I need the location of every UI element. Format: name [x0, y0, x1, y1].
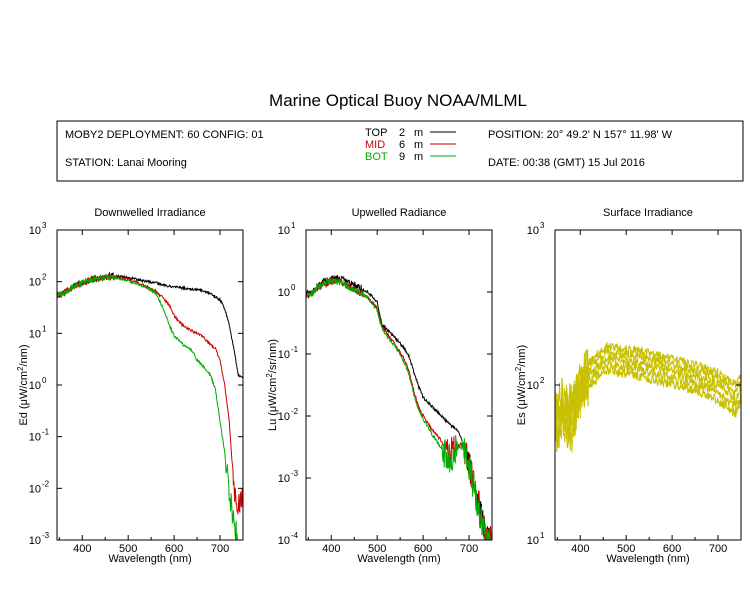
x-axis-label: Wavelength (nm) [606, 553, 689, 565]
y-tick-exponent: 1 [540, 531, 545, 540]
x-axis-label: Wavelength (nm) [108, 553, 191, 565]
y-axis-label: Ed (μW/cm2/nm) [16, 344, 30, 425]
panel-surface-irradiance: Surface Irradiance 400 500 600 700 Wavelength… [514, 207, 742, 565]
x-axis-label: Wavelength (nm) [357, 553, 440, 565]
series-top-line [306, 274, 492, 540]
x-tick-label: 700 [211, 543, 229, 555]
y-tick-exponent: 0 [291, 283, 296, 292]
legend-bot-name: BOT [365, 151, 388, 163]
x-tick-label: 500 [119, 543, 137, 555]
x-tick-label: 600 [663, 543, 681, 555]
panel-title-upwelled-radiance: Upwelled Radiance [352, 207, 447, 219]
series-profile-4-line [555, 359, 741, 444]
y-tick-exponent: 3 [540, 221, 545, 230]
legend-mid-unit: m [414, 139, 423, 151]
x-tick-label: 700 [460, 543, 478, 555]
x-tick-label: 500 [368, 543, 386, 555]
panel-upwelled-radiance: Upwelled Radiance 400 500 600 700 Wavelength … [265, 207, 493, 565]
legend-top-unit: m [414, 127, 423, 139]
y-tick-label: 10 [278, 411, 290, 423]
legend-mid-name: MID [365, 139, 385, 151]
y-tick-exponent: 3 [42, 221, 47, 230]
y-tick-exponent: 1 [42, 324, 47, 333]
main-title: Marine Optical Buoy NOAA/MLML [269, 91, 527, 110]
y-tick-label: 10 [278, 349, 290, 361]
y-tick-label: 10 [527, 535, 539, 547]
y-tick-exponent: -3 [291, 469, 299, 478]
series-profile-5-line [555, 365, 741, 453]
legend-entry-bot: BOT 9 m [365, 151, 456, 163]
series-mid-line [57, 273, 243, 515]
y-tick-label: 10 [278, 473, 290, 485]
x-tick-label: 400 [322, 543, 340, 555]
series-bot-line [57, 273, 238, 540]
y-tick-label: 10 [278, 287, 290, 299]
legend-bot-depth: 9 [399, 151, 405, 163]
y-tick-label: 10 [278, 535, 290, 547]
series-group [555, 342, 741, 453]
series-group [306, 274, 492, 540]
x-tick-label: 700 [709, 543, 727, 555]
y-tick-exponent: -1 [291, 345, 299, 354]
y-tick-label: 10 [29, 380, 41, 392]
panel-title-downwelled-irradiance: Downwelled Irradiance [94, 207, 205, 219]
series-top-line [57, 271, 243, 379]
plot-frame [56, 229, 244, 541]
series-profile-3-line [555, 354, 741, 432]
legend-mid-depth: 6 [399, 139, 405, 151]
y-tick-exponent: -3 [42, 531, 50, 540]
y-tick-label: 10 [527, 225, 539, 237]
y-tick-label: 10 [29, 225, 41, 237]
y-tick-exponent: -4 [291, 531, 299, 540]
legend-entry-mid: MID 6 m [365, 139, 456, 151]
y-tick-label: 10 [278, 225, 290, 237]
info-box: MOBY2 DEPLOYMENT: 60 CONFIG: 01 STATION:… [56, 120, 744, 182]
x-tick-label: 600 [165, 543, 183, 555]
plot-frame [305, 229, 493, 541]
y-tick-exponent: 0 [42, 376, 47, 385]
series-mid-line [306, 277, 492, 540]
x-tick-label: 400 [73, 543, 91, 555]
info-box-border [56, 120, 744, 182]
y-tick-label: 10 [29, 535, 41, 547]
panel-title-surface-irradiance: Surface Irradiance [603, 207, 693, 219]
y-tick-exponent: -2 [291, 407, 299, 416]
y-tick-label: 10 [29, 432, 41, 444]
depth-legend: TOP 2 m MID 6 m BOT 9 m [365, 127, 456, 163]
y-tick-exponent: 2 [540, 376, 545, 385]
x-tick-label: 600 [414, 543, 432, 555]
y-tick-exponent: 1 [291, 221, 296, 230]
station-text: STATION: Lanai Mooring [65, 157, 187, 169]
legend-top-depth: 2 [399, 127, 405, 139]
legend-entry-top: TOP 2 m [365, 127, 456, 139]
x-tick-label: 500 [617, 543, 635, 555]
y-axis-label: Lu (μW/cm2/sr/nm) [265, 339, 279, 431]
series-group [57, 271, 243, 540]
y-tick-label: 10 [527, 380, 539, 392]
y-tick-exponent: -1 [42, 428, 50, 437]
date-text: DATE: 00:38 (GMT) 15 Jul 2016 [488, 157, 645, 169]
y-axis-label: Es (μW/cm2/nm) [514, 345, 528, 425]
legend-top-name: TOP [365, 127, 387, 139]
y-tick-label: 10 [29, 483, 41, 495]
y-tick-exponent: 2 [42, 273, 47, 282]
deployment-text: MOBY2 DEPLOYMENT: 60 CONFIG: 01 [65, 129, 264, 141]
y-tick-label: 10 [29, 328, 41, 340]
x-tick-label: 400 [571, 543, 589, 555]
position-text: POSITION: 20° 49.2' N 157° 11.98' W [488, 129, 673, 141]
y-tick-exponent: -2 [42, 479, 50, 488]
y-tick-label: 10 [29, 277, 41, 289]
series-bot-line [306, 277, 492, 540]
panel-downwelled-irradiance: Downwelled Irradiance 400 500 600 700 Wavelen… [16, 207, 244, 565]
legend-bot-unit: m [414, 151, 423, 163]
